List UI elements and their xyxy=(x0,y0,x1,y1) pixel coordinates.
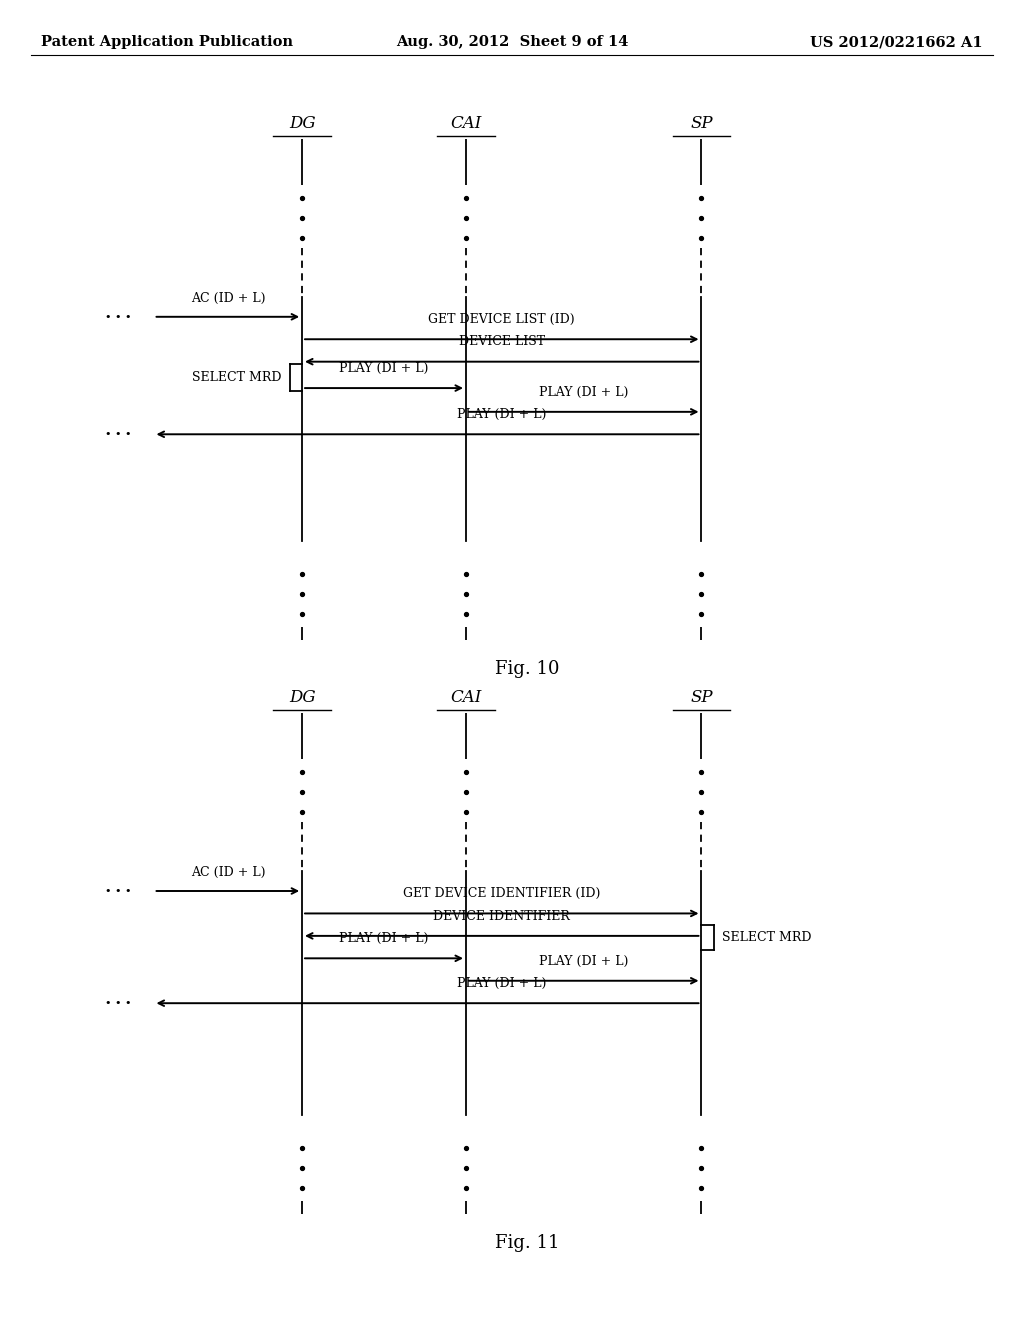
Text: DG: DG xyxy=(289,115,315,132)
Text: • • •: • • • xyxy=(104,886,131,896)
Text: • • •: • • • xyxy=(104,429,131,440)
Text: Fig. 11: Fig. 11 xyxy=(496,1234,559,1253)
Text: SELECT MRD: SELECT MRD xyxy=(193,371,282,384)
Text: Fig. 10: Fig. 10 xyxy=(496,660,559,678)
Text: DEVICE LIST: DEVICE LIST xyxy=(459,335,545,348)
Text: PLAY (DI + L): PLAY (DI + L) xyxy=(457,977,547,990)
Text: US 2012/0221662 A1: US 2012/0221662 A1 xyxy=(810,36,983,49)
Text: CAI: CAI xyxy=(451,689,481,706)
Text: AC (ID + L): AC (ID + L) xyxy=(190,866,265,879)
Text: • • •: • • • xyxy=(104,312,131,322)
Text: PLAY (DI + L): PLAY (DI + L) xyxy=(339,362,429,375)
Text: AC (ID + L): AC (ID + L) xyxy=(190,292,265,305)
Text: PLAY (DI + L): PLAY (DI + L) xyxy=(457,408,547,421)
Text: SP: SP xyxy=(690,689,713,706)
Text: Patent Application Publication: Patent Application Publication xyxy=(41,36,293,49)
Text: PLAY (DI + L): PLAY (DI + L) xyxy=(539,954,629,968)
Text: DG: DG xyxy=(289,689,315,706)
Text: PLAY (DI + L): PLAY (DI + L) xyxy=(339,932,429,945)
Text: GET DEVICE IDENTIFIER (ID): GET DEVICE IDENTIFIER (ID) xyxy=(403,887,600,900)
Text: • • •: • • • xyxy=(104,998,131,1008)
Text: Aug. 30, 2012  Sheet 9 of 14: Aug. 30, 2012 Sheet 9 of 14 xyxy=(396,36,628,49)
Text: CAI: CAI xyxy=(451,115,481,132)
Text: PLAY (DI + L): PLAY (DI + L) xyxy=(539,385,629,399)
Text: SP: SP xyxy=(690,115,713,132)
Text: GET DEVICE LIST (ID): GET DEVICE LIST (ID) xyxy=(428,313,575,326)
Text: DEVICE IDENTIFIER: DEVICE IDENTIFIER xyxy=(433,909,570,923)
Text: SELECT MRD: SELECT MRD xyxy=(722,932,811,944)
